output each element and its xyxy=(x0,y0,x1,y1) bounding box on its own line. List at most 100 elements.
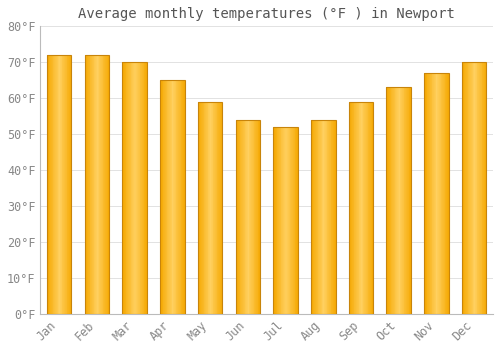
Bar xyxy=(482,62,483,314)
Bar xyxy=(274,127,275,314)
Bar xyxy=(368,102,369,314)
Bar xyxy=(315,120,316,314)
Bar xyxy=(424,73,425,314)
Bar xyxy=(87,55,88,314)
Bar xyxy=(386,88,411,314)
Bar xyxy=(130,62,132,314)
Bar xyxy=(318,120,319,314)
Bar xyxy=(286,127,287,314)
Bar xyxy=(141,62,142,314)
Bar xyxy=(102,55,104,314)
Bar xyxy=(333,120,334,314)
Bar xyxy=(179,80,180,314)
Bar xyxy=(219,102,220,314)
Bar xyxy=(254,120,255,314)
Bar xyxy=(68,55,69,314)
Bar xyxy=(397,88,398,314)
Bar xyxy=(328,120,329,314)
Bar xyxy=(239,120,240,314)
Bar xyxy=(220,102,222,314)
Bar xyxy=(182,80,183,314)
Bar xyxy=(243,120,244,314)
Bar xyxy=(164,80,165,314)
Bar xyxy=(325,120,326,314)
Bar xyxy=(161,80,162,314)
Bar xyxy=(140,62,141,314)
Bar xyxy=(255,120,256,314)
Bar xyxy=(212,102,214,314)
Bar xyxy=(357,102,358,314)
Bar xyxy=(207,102,208,314)
Bar xyxy=(142,62,143,314)
Bar xyxy=(358,102,360,314)
Bar xyxy=(144,62,146,314)
Bar xyxy=(201,102,202,314)
Bar xyxy=(278,127,279,314)
Bar xyxy=(470,62,471,314)
Bar xyxy=(70,55,72,314)
Bar xyxy=(137,62,138,314)
Bar xyxy=(143,62,144,314)
Bar xyxy=(284,127,286,314)
Bar xyxy=(398,88,400,314)
Bar xyxy=(47,55,72,314)
Bar xyxy=(105,55,106,314)
Bar xyxy=(329,120,330,314)
Bar xyxy=(258,120,260,314)
Bar xyxy=(462,62,464,314)
Bar xyxy=(126,62,128,314)
Bar xyxy=(280,127,281,314)
Bar xyxy=(476,62,478,314)
Bar xyxy=(58,55,59,314)
Bar xyxy=(256,120,257,314)
Bar xyxy=(94,55,96,314)
Bar xyxy=(165,80,166,314)
Bar xyxy=(316,120,317,314)
Bar xyxy=(480,62,482,314)
Bar xyxy=(124,62,125,314)
Bar xyxy=(88,55,90,314)
Bar xyxy=(424,73,448,314)
Bar xyxy=(125,62,126,314)
Bar xyxy=(444,73,446,314)
Bar xyxy=(65,55,66,314)
Bar xyxy=(390,88,392,314)
Bar xyxy=(408,88,410,314)
Bar xyxy=(101,55,102,314)
Bar xyxy=(316,120,318,314)
Bar xyxy=(466,62,467,314)
Bar xyxy=(293,127,294,314)
Bar xyxy=(47,55,48,314)
Bar xyxy=(88,55,89,314)
Bar xyxy=(160,80,184,314)
Bar xyxy=(198,102,200,314)
Bar xyxy=(252,120,254,314)
Bar xyxy=(371,102,372,314)
Bar xyxy=(314,120,315,314)
Bar xyxy=(56,55,57,314)
Bar xyxy=(183,80,184,314)
Bar xyxy=(168,80,169,314)
Bar xyxy=(104,55,105,314)
Bar xyxy=(334,120,335,314)
Bar xyxy=(439,73,440,314)
Bar xyxy=(170,80,171,314)
Bar xyxy=(438,73,439,314)
Bar xyxy=(465,62,466,314)
Bar xyxy=(246,120,247,314)
Bar xyxy=(146,62,147,314)
Bar xyxy=(436,73,438,314)
Bar xyxy=(56,55,58,314)
Bar xyxy=(433,73,434,314)
Bar xyxy=(98,55,100,314)
Bar xyxy=(206,102,207,314)
Bar xyxy=(252,120,253,314)
Bar xyxy=(122,62,147,314)
Bar xyxy=(274,127,298,314)
Bar xyxy=(100,55,101,314)
Bar xyxy=(166,80,168,314)
Bar xyxy=(410,88,411,314)
Bar xyxy=(462,62,463,314)
Bar xyxy=(66,55,68,314)
Bar xyxy=(282,127,283,314)
